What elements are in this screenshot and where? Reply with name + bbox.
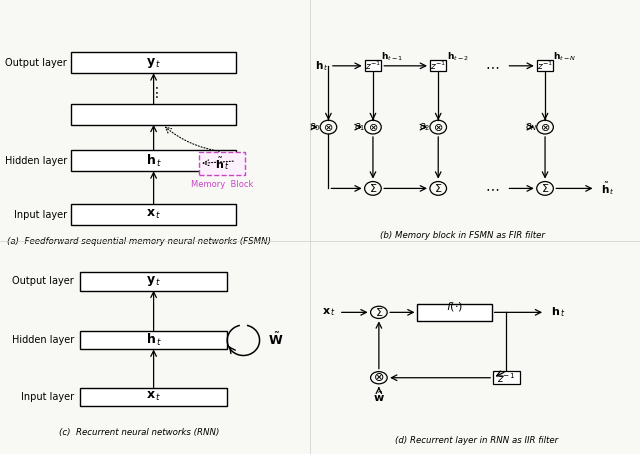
Text: (c)  Recurrent neural networks (RNN): (c) Recurrent neural networks (RNN) [59,428,219,437]
FancyBboxPatch shape [493,371,520,384]
Text: $\otimes$: $\otimes$ [540,122,550,133]
Text: $\tilde{\mathbf{w}}$: $\tilde{\mathbf{w}}$ [373,391,385,404]
Text: $\Sigma$: $\Sigma$ [434,183,442,194]
Text: $\mathbf{y}_{\,t}$: $\mathbf{y}_{\,t}$ [146,274,161,288]
FancyBboxPatch shape [80,388,227,406]
Text: $\Sigma$: $\Sigma$ [374,306,383,318]
Text: (d) Recurrent layer in RNN as IIR filter: (d) Recurrent layer in RNN as IIR filter [396,436,558,445]
FancyBboxPatch shape [365,60,381,71]
Text: $\Sigma$: $\Sigma$ [541,183,549,194]
FancyBboxPatch shape [71,104,236,125]
Text: $\vdots$: $\vdots$ [148,85,159,100]
Text: $\mathbf{x}_{\,t}$: $\mathbf{x}_{\,t}$ [146,208,161,222]
FancyBboxPatch shape [71,52,236,73]
Text: (b) Memory block in FSMN as FIR filter: (b) Memory block in FSMN as FIR filter [380,231,545,240]
Text: Input layer: Input layer [21,392,74,402]
Text: $\mathbf{h}_{\,t}$: $\mathbf{h}_{\,t}$ [145,332,162,348]
Text: $z^{-1}$: $z^{-1}$ [365,59,381,72]
FancyBboxPatch shape [537,60,553,71]
Text: $\cdots$: $\cdots$ [484,59,499,73]
Text: $\mathbf{x}_{\,t}$: $\mathbf{x}_{\,t}$ [146,390,161,404]
Text: $\otimes$: $\otimes$ [373,371,385,384]
FancyBboxPatch shape [80,331,227,350]
Text: $z^{-1}$: $z^{-1}$ [497,371,515,385]
Text: $\otimes$: $\otimes$ [433,122,444,133]
Text: (a)  Feedforward sequential memory neural networks (FSMN): (a) Feedforward sequential memory neural… [7,237,271,246]
Text: $a_1$: $a_1$ [354,121,365,133]
Text: $z^{-1}$: $z^{-1}$ [430,59,446,72]
Text: $\otimes$: $\otimes$ [368,122,378,133]
Text: $\mathbf{h}_{t-2}$: $\mathbf{h}_{t-2}$ [447,51,468,64]
FancyBboxPatch shape [80,272,227,291]
FancyBboxPatch shape [199,152,245,175]
Text: Input layer: Input layer [13,210,67,220]
Text: $a_2$: $a_2$ [419,121,431,133]
Text: Hidden layer: Hidden layer [4,156,67,166]
Text: $a_0$: $a_0$ [309,121,321,133]
FancyBboxPatch shape [71,204,236,225]
Text: Output layer: Output layer [5,58,67,68]
Text: $\tilde{\mathbf{h}}_{\,t}$: $\tilde{\mathbf{h}}_{\,t}$ [602,180,615,197]
Text: Output layer: Output layer [12,276,74,286]
Text: $z^{-1}$: $z^{-1}$ [537,59,553,72]
FancyBboxPatch shape [417,304,492,321]
Text: $\mathbf{h}_{\,t}$: $\mathbf{h}_{\,t}$ [315,59,329,73]
Text: $\Sigma$: $\Sigma$ [369,183,377,194]
Text: $\cdots$: $\cdots$ [484,182,499,195]
Text: $\otimes$: $\otimes$ [323,122,333,133]
FancyBboxPatch shape [71,150,236,171]
Text: $\mathbf{h}_{t-N}$: $\mathbf{h}_{t-N}$ [554,51,577,64]
Text: $\mathbf{h}_{t-1}$: $\mathbf{h}_{t-1}$ [381,51,403,64]
Text: $f(\cdot)$: $f(\cdot)$ [446,301,463,313]
Text: $\mathbf{h}_{\,t}$: $\mathbf{h}_{\,t}$ [551,306,566,319]
Text: Memory  Block: Memory Block [191,180,253,189]
Text: $a_N$: $a_N$ [525,121,538,133]
FancyBboxPatch shape [430,60,446,71]
Text: $\mathbf{x}_{\,t}$: $\mathbf{x}_{\,t}$ [321,306,335,318]
Text: $\tilde{\mathbf{W}}$: $\tilde{\mathbf{W}}$ [268,332,284,349]
Text: $\mathbf{h}_{\,t}$: $\mathbf{h}_{\,t}$ [145,153,162,169]
Text: Hidden layer: Hidden layer [12,335,74,345]
Text: $\mathbf{y}_{\,t}$: $\mathbf{y}_{\,t}$ [146,56,161,70]
Text: $\tilde{\mathbf{h}}_{\,t}$: $\tilde{\mathbf{h}}_{\,t}$ [215,155,229,172]
